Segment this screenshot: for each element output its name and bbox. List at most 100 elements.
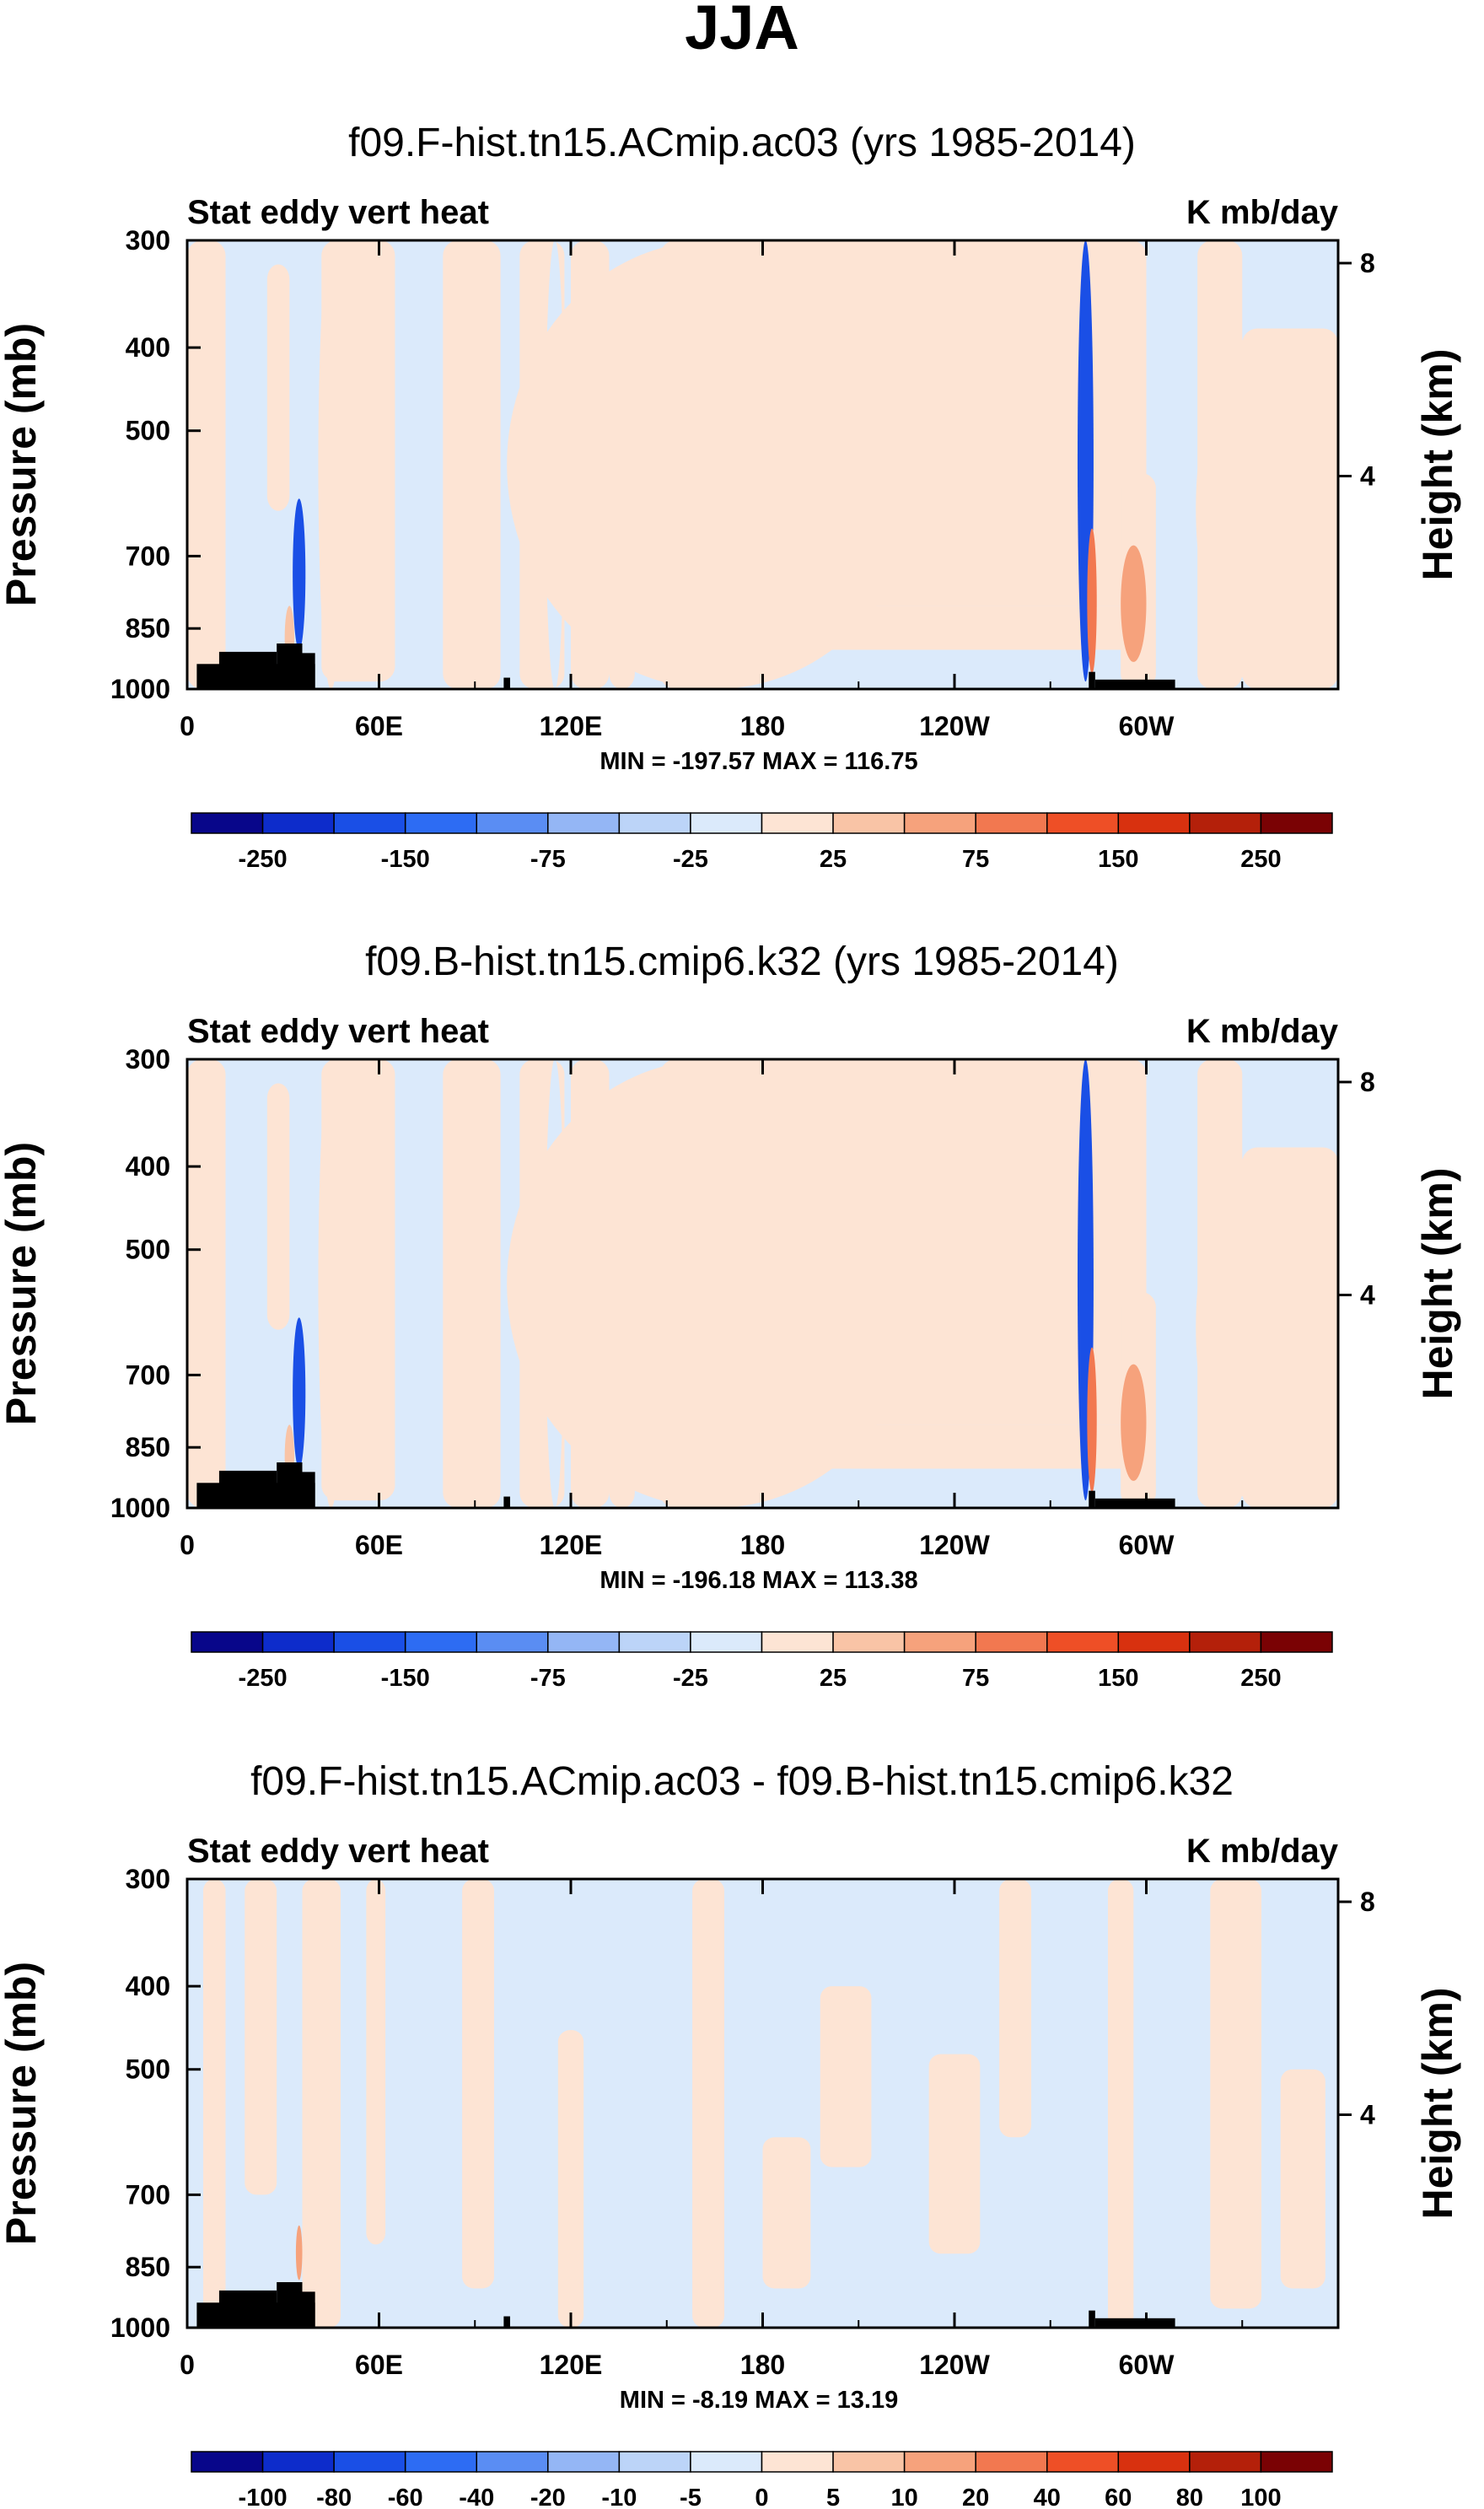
contour-fills — [187, 1059, 1338, 1508]
colorbar-swatch — [903, 2451, 976, 2473]
colorbar-swatch — [476, 2451, 549, 2473]
contour-feature — [1230, 1879, 1254, 2289]
colorbar-swatch — [333, 812, 406, 834]
units-label: K mb/day — [1186, 1013, 1339, 1050]
contour-feature — [944, 2069, 965, 2245]
colorbar-label: -10 — [601, 2485, 637, 2509]
topography-mask — [302, 653, 315, 689]
topography-mask — [503, 1496, 510, 1508]
colorbar-swatch — [1189, 2451, 1262, 2473]
topography-mask — [503, 2316, 510, 2328]
contour-fills — [187, 240, 1338, 689]
contour-feature — [293, 1317, 306, 1469]
colorbar-label: -150 — [381, 846, 430, 873]
colorbar-label: -5 — [680, 2485, 702, 2509]
positive-region — [187, 1059, 226, 1508]
topography-mask — [302, 1472, 315, 1508]
contour-feature — [293, 498, 306, 650]
colorbar-swatch — [261, 812, 335, 834]
contour-feature — [507, 240, 923, 689]
colorbar-swatch — [975, 812, 1048, 834]
y-tick-label: 850 — [126, 2252, 170, 2282]
colorbar-label: 60 — [1105, 2485, 1132, 2509]
colorbar-swatch — [903, 1631, 976, 1653]
colorbar-swatch — [832, 1631, 906, 1653]
x-tick-label: 120E — [540, 1530, 603, 1560]
colorbar-swatch — [333, 1631, 406, 1653]
colorbar-swatch — [690, 2451, 763, 2473]
y-tick-label: 500 — [126, 1235, 170, 1265]
colorbar-label: 5 — [826, 2485, 840, 2509]
y-tick-label: 300 — [126, 225, 170, 256]
contour-feature — [206, 498, 219, 689]
colorbar-label: 0 — [755, 2485, 768, 2509]
y-tick-label: 1000 — [110, 2312, 170, 2343]
colorbar-swatch — [690, 812, 763, 834]
contour-feature — [206, 1317, 219, 1508]
colorbar-label: -150 — [381, 1665, 430, 1692]
colorbar-label: -100 — [239, 2485, 288, 2509]
colorbar-label: 150 — [1098, 1665, 1138, 1692]
colorbar-swatch — [1189, 812, 1262, 834]
y-tick-label: 500 — [126, 2054, 170, 2085]
contour-feature — [465, 1059, 485, 1508]
positive-region — [1280, 2069, 1325, 2289]
min-max-stats: MIN = -8.19 MAX = 13.19 — [620, 2387, 898, 2414]
colorbar-swatch — [761, 1631, 834, 1653]
contour-feature — [465, 1879, 485, 2245]
colorbar-swatch — [975, 1631, 1048, 1653]
x-tick-label: 0 — [180, 2350, 195, 2380]
y-right-tick-label: 8 — [1360, 1887, 1375, 1917]
figure-title: JJA — [685, 0, 799, 62]
y-tick-label: 1000 — [110, 1493, 170, 1523]
colorbar-label: 80 — [1176, 2485, 1203, 2509]
contour-feature — [1196, 1147, 1338, 1508]
y-tick-label: 850 — [126, 613, 170, 643]
y-tick-label: 1000 — [110, 674, 170, 704]
contour-feature — [1121, 1364, 1147, 1481]
panel-2: f09.B-hist.tn15.cmip6.k32 (yrs 1985-2014… — [0, 940, 1461, 1692]
variable-label: Stat eddy vert heat — [187, 194, 489, 231]
topography-mask — [218, 651, 277, 689]
colorbar-swatch — [1117, 812, 1191, 834]
y-right-tick-label: 8 — [1360, 248, 1375, 278]
x-tick-label: 180 — [740, 711, 785, 741]
colorbar-label: -25 — [673, 1665, 708, 1692]
contour-feature — [232, 240, 258, 689]
variable-label: Stat eddy vert heat — [187, 1013, 489, 1050]
y-tick-label: 500 — [126, 416, 170, 446]
positive-region — [1108, 1879, 1134, 2328]
positive-region — [187, 240, 226, 689]
positive-region — [266, 264, 290, 511]
contour-feature — [302, 1879, 328, 2328]
colorbar-swatch — [618, 812, 691, 834]
positive-region — [999, 1879, 1031, 2138]
colorbar-swatch — [1046, 2451, 1120, 2473]
topography-mask — [277, 1462, 303, 1508]
topography-mask — [218, 1470, 277, 1508]
panel-title: f09.F-hist.tn15.ACmip.ac03 (yrs 1985-201… — [348, 121, 1136, 165]
colorbar-label: 100 — [1240, 2485, 1281, 2509]
panel-title: f09.B-hist.tn15.cmip6.k32 (yrs 1985-2014… — [365, 940, 1119, 984]
colorbar-swatch — [618, 2451, 691, 2473]
contour-feature — [465, 240, 485, 689]
y-tick-label: 850 — [126, 1432, 170, 1462]
y-right-tick-label: 8 — [1360, 1067, 1375, 1097]
colorbar-swatch — [761, 812, 834, 834]
colorbar-swatch — [191, 812, 264, 834]
x-tick-label: 120W — [919, 711, 990, 741]
topography-mask — [1089, 1490, 1095, 1508]
colorbar-swatch — [404, 2451, 477, 2473]
colorbar-label: -250 — [239, 846, 288, 873]
colorbar-swatch — [1260, 812, 1333, 834]
topography-mask — [277, 2282, 303, 2328]
y-tick-label: 700 — [126, 1359, 170, 1390]
contour-feature — [696, 1879, 713, 2328]
min-max-stats: MIN = -196.18 MAX = 113.38 — [600, 1567, 917, 1594]
colorbar-label: 25 — [820, 1665, 847, 1692]
y-tick-label: 400 — [126, 1151, 170, 1182]
contour-feature — [318, 1059, 344, 1508]
topography-mask — [1089, 671, 1095, 689]
colorbar-label: -80 — [316, 2485, 352, 2509]
contour-feature — [1087, 1347, 1097, 1493]
